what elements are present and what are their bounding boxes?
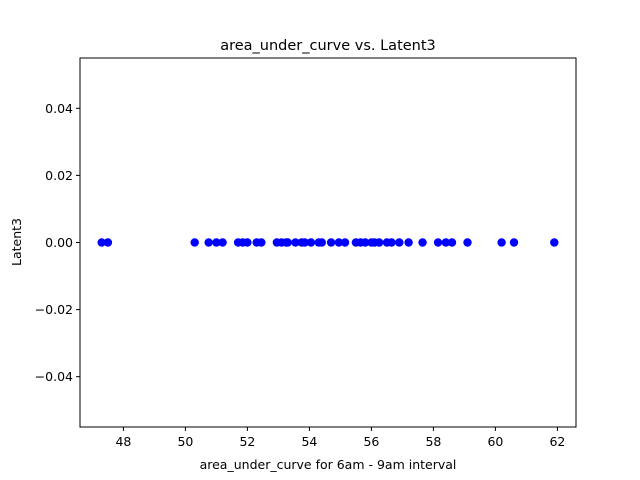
data-point: [257, 238, 266, 247]
data-point: [395, 238, 404, 247]
y-tick-label: 0.02: [45, 168, 73, 183]
data-point: [509, 238, 519, 247]
y-tick-label: −0.02: [35, 302, 73, 317]
data-point: [361, 238, 370, 247]
data-point: [374, 238, 384, 247]
chart-title: area_under_curve vs. Latent3: [220, 38, 436, 54]
data-point: [306, 238, 316, 247]
data-point: [340, 238, 350, 247]
x-tick-label: 52: [239, 434, 255, 449]
y-axis: −0.04 −0.02 0.00 0.02 0.04: [35, 101, 80, 384]
data-point: [326, 238, 336, 247]
data-point: [497, 238, 506, 247]
data-point: [243, 238, 252, 247]
data-point: [387, 238, 396, 247]
data-point: [550, 238, 559, 247]
y-tick-label: 0.04: [45, 101, 73, 116]
data-point: [433, 238, 443, 247]
data-point: [212, 238, 221, 247]
x-tick-label: 54: [301, 434, 317, 449]
data-point: [204, 238, 213, 247]
data-point: [218, 238, 227, 247]
x-axis: 48 50 52 54 56 58 60 62: [115, 427, 565, 449]
data-point: [291, 238, 300, 247]
x-tick-label: 62: [549, 434, 565, 449]
data-point: [463, 238, 472, 247]
y-axis-label: Latent3: [9, 218, 24, 266]
data-point: [418, 238, 427, 247]
data-point: [283, 238, 292, 247]
data-point: [441, 238, 450, 247]
x-tick-label: 50: [177, 434, 193, 449]
data-point: [334, 238, 344, 247]
data-point: [103, 238, 113, 247]
x-axis-label: area_under_curve for 6am - 9am interval: [200, 457, 457, 472]
x-tick-label: 58: [425, 434, 441, 449]
x-tick-label: 60: [487, 434, 503, 449]
data-point: [190, 238, 199, 247]
data-point: [317, 238, 326, 247]
x-tick-label: 48: [115, 434, 131, 449]
x-tick-label: 56: [363, 434, 379, 449]
data-point: [97, 238, 106, 247]
points-layer: [97, 238, 559, 247]
data-point: [300, 238, 309, 247]
data-point: [404, 238, 413, 247]
data-point: [447, 238, 457, 247]
y-tick-label: 0.00: [45, 235, 73, 250]
y-tick-label: −0.04: [35, 369, 73, 384]
